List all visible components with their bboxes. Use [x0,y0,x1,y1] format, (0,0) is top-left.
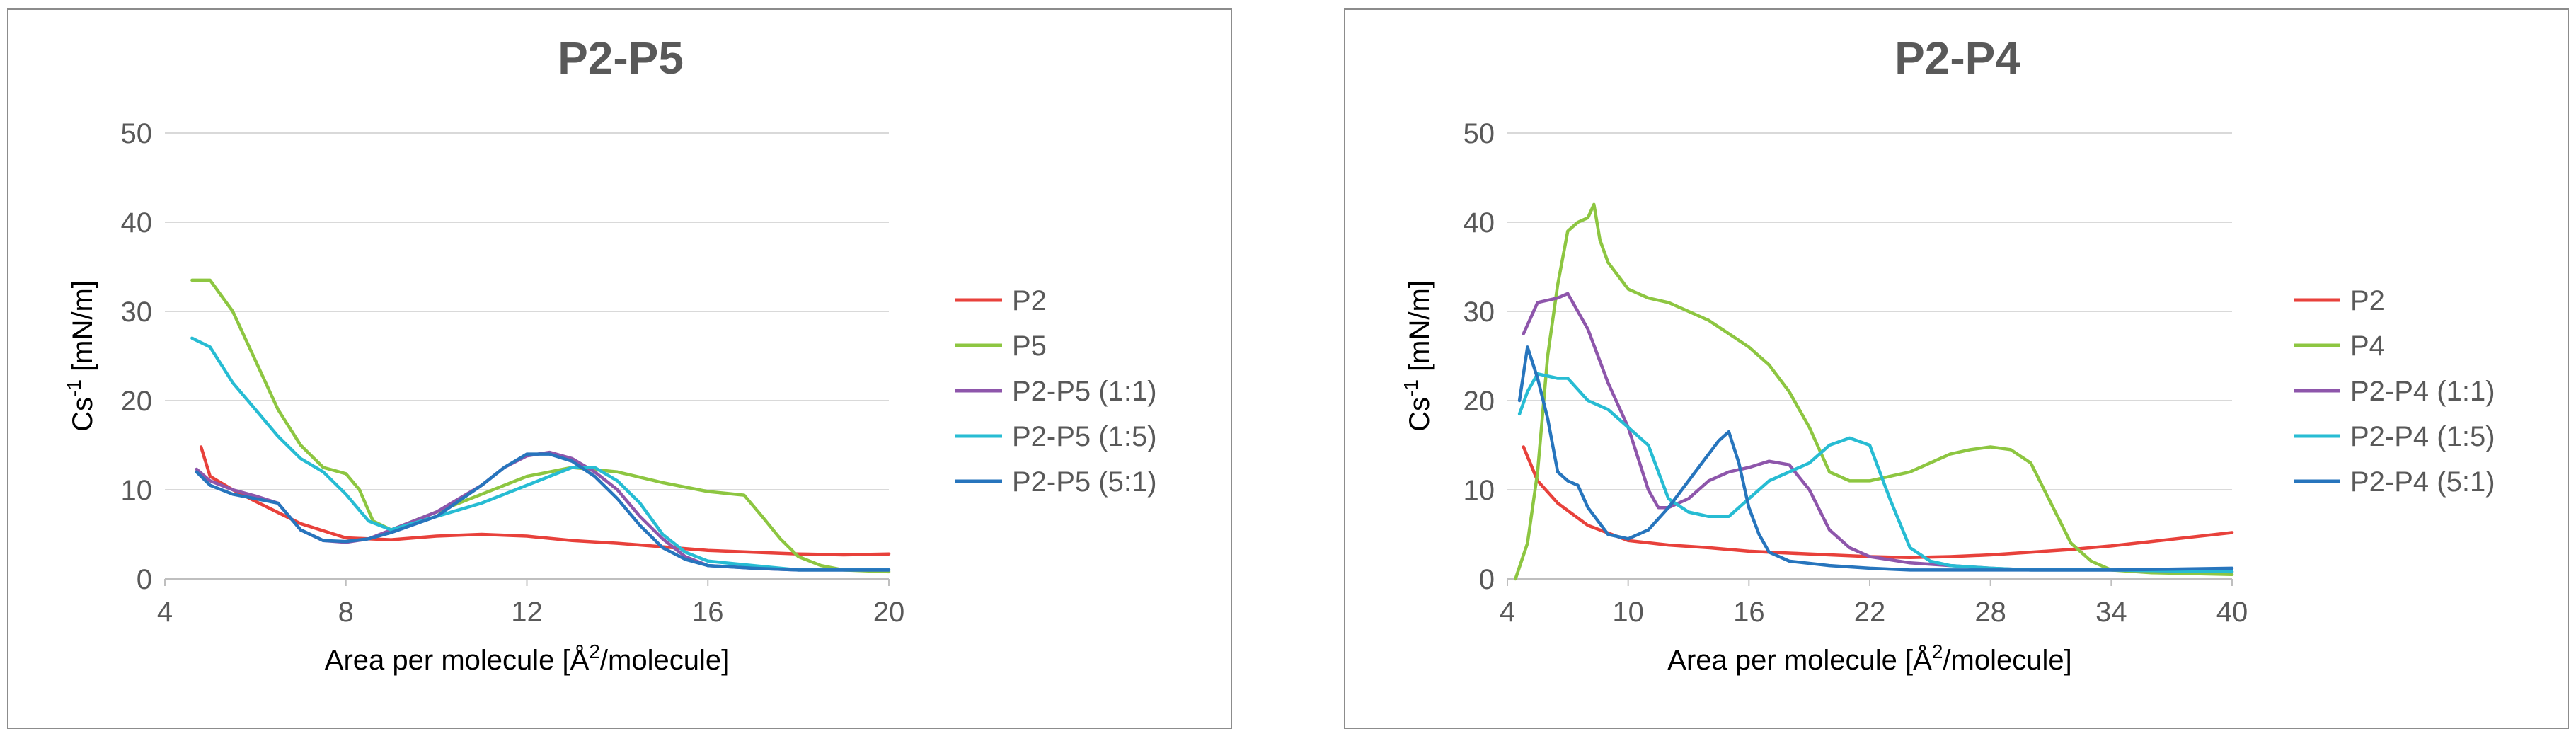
x-axis-label: Area per molecule [Å2/molecule] [1667,641,2071,676]
y-tick-label: 0 [1479,564,1495,595]
legend-item: P2-P5 (1:5) [955,421,1157,452]
legend-item: P5 [955,331,1047,362]
y-tick-label: 10 [1464,475,1495,506]
y-axis-label-sup: -1 [63,379,85,397]
y-axis-label-rest: [mN/m] [67,280,98,379]
legend-item: P2-P5 (5:1) [955,466,1157,498]
chart-title: P2-P4 [1894,33,2020,84]
x-axis-label-rest: /molecule] [1943,645,2071,676]
series-line-p2-p5-1-5 [190,336,891,572]
series-line-p4 [1514,202,2234,581]
legend-label: P2 [1012,285,1047,316]
y-tick-label: 30 [121,297,153,328]
x-axis-label-sup: 2 [1932,641,1943,662]
legend-item: P2-P5 (1:1) [955,376,1157,407]
x-axis-label-rest: /molecule] [600,645,729,676]
x-tick-label: 4 [157,597,173,628]
chart-title: P2-P5 [558,33,684,84]
legend-label: P4 [2350,331,2385,362]
series-line-p2-p4-1-5 [1517,372,2234,574]
legend-label: P2 [2350,285,2385,316]
chart-panel-p2-p4: P2-P4 0 10 20 30 40 50 4 10 16 22 28 34 40 Area per mo… [1344,8,2569,729]
y-axis-label-sup: -1 [1400,379,1422,397]
legend-label: P5 [1012,331,1047,362]
y-tick-label: 40 [121,207,153,239]
series-line-p2-p4-5-1 [1517,345,2234,572]
y-tick-label: 20 [1464,386,1495,417]
x-tick-label: 4 [1500,597,1515,628]
y-axis-label-main: Cs [1404,397,1435,432]
legend-item: P2-P4 (1:5) [2294,421,2495,452]
x-tick-label: 16 [692,597,724,628]
y-axis-label-main: Cs [67,397,98,432]
legend-label: P2-P4 (1:5) [2350,421,2495,452]
series-line-p2-p5-5-1 [195,452,891,572]
y-tick-label: 10 [121,475,153,506]
legend-label: P2-P5 (1:1) [1012,376,1157,407]
series-line-p2-p4-1-1 [1522,292,2234,574]
x-axis-label-main: Area per molecule [Å [1667,644,1932,676]
x-tick-label: 20 [873,597,905,628]
legend-item: P2 [955,285,1047,316]
y-tick-label: 50 [1464,118,1495,149]
y-tick-label: 0 [137,564,152,595]
legend-label: P2-P5 (5:1) [1012,466,1157,498]
x-tick-label: 40 [2216,597,2248,628]
series-line-p2 [199,445,891,557]
legend-item: P2 [2294,285,2385,316]
x-tick-label: 10 [1612,597,1644,628]
x-tick-label: 8 [338,597,354,628]
series-line-p2 [1522,445,2234,560]
y-axis-label: Cs-1 [mN/m] [63,280,98,432]
chart-panel-p2-p5: P2-P5 0 10 20 30 40 50 4 8 12 16 20 Area per molecul… [7,8,1232,729]
legend-item: P2-P4 (5:1) [2294,466,2495,498]
chart-svg-p2-p4: P2-P4 0 10 20 30 40 50 4 10 16 22 28 34 40 Area per mo… [1400,33,2495,676]
chart-svg-p2-p5: P2-P5 0 10 20 30 40 50 4 8 12 16 20 Area per molecul… [63,33,1157,676]
y-tick-label: 30 [1464,297,1495,328]
x-tick-label: 12 [511,597,543,628]
y-tick-label: 50 [121,118,153,149]
x-axis-label: Area per molecule [Å2/molecule] [325,641,729,676]
x-tick-label: 16 [1733,597,1765,628]
y-tick-label: 20 [121,386,153,417]
x-tick-label: 34 [2095,597,2127,628]
x-axis-label-sup: 2 [589,641,600,662]
x-tick-label: 22 [1854,597,1886,628]
legend-label: P2-P4 (1:1) [2350,376,2495,407]
y-tick-label: 40 [1464,207,1495,239]
legend-item: P2-P4 (1:1) [2294,376,2495,407]
legend-item: P4 [2294,331,2385,362]
legend-label: P2-P4 (5:1) [2350,466,2495,498]
y-axis-label: Cs-1 [mN/m] [1400,280,1435,432]
x-tick-label: 28 [1974,597,2006,628]
legend-label: P2-P5 (1:5) [1012,421,1157,452]
series-line-p5 [190,278,891,574]
y-axis-label-rest: [mN/m] [1404,280,1435,379]
x-axis-label-main: Area per molecule [Å [325,644,590,676]
